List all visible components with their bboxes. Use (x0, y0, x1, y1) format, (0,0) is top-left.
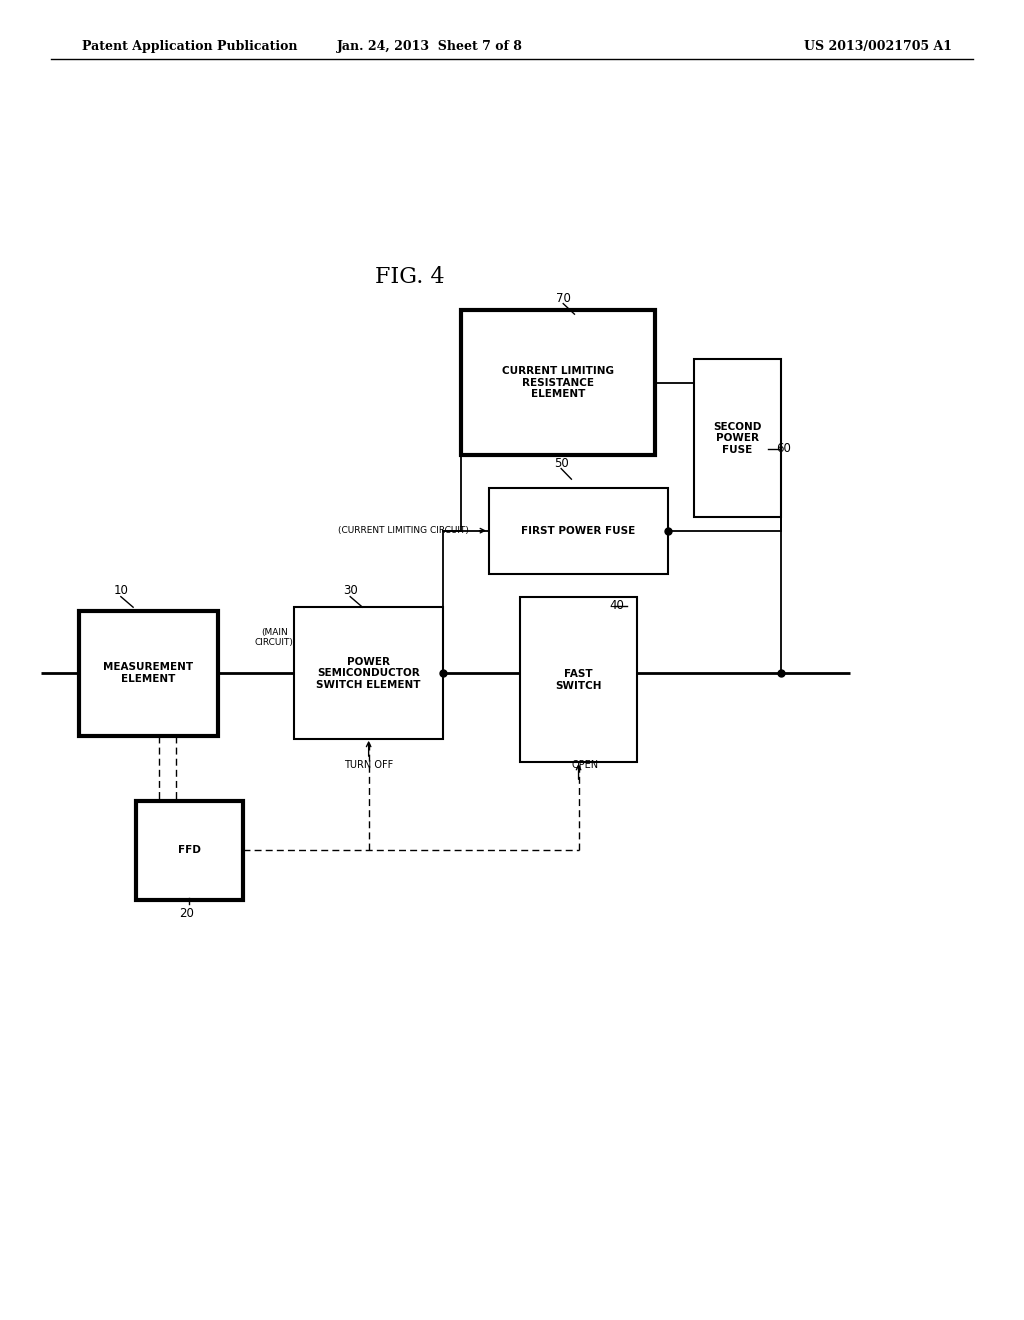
Text: 50: 50 (554, 457, 568, 470)
Text: SECOND
POWER
FUSE: SECOND POWER FUSE (713, 421, 762, 455)
FancyBboxPatch shape (79, 610, 217, 737)
FancyBboxPatch shape (295, 607, 442, 739)
FancyBboxPatch shape (519, 597, 637, 763)
Text: MEASUREMENT
ELEMENT: MEASUREMENT ELEMENT (103, 663, 194, 684)
Text: US 2013/0021705 A1: US 2013/0021705 A1 (804, 40, 952, 53)
Text: 30: 30 (343, 583, 357, 597)
Text: OPEN: OPEN (571, 760, 598, 771)
Text: Jan. 24, 2013  Sheet 7 of 8: Jan. 24, 2013 Sheet 7 of 8 (337, 40, 523, 53)
Text: (MAIN
CIRCUIT): (MAIN CIRCUIT) (255, 628, 294, 647)
FancyBboxPatch shape (135, 800, 244, 900)
Text: FIRST POWER FUSE: FIRST POWER FUSE (521, 525, 636, 536)
Text: 10: 10 (114, 583, 128, 597)
Text: 70: 70 (556, 292, 570, 305)
FancyBboxPatch shape (488, 487, 668, 573)
Text: 40: 40 (609, 599, 624, 612)
Text: 60: 60 (776, 442, 791, 455)
Text: CURRENT LIMITING
RESISTANCE
ELEMENT: CURRENT LIMITING RESISTANCE ELEMENT (502, 366, 614, 400)
FancyBboxPatch shape (461, 310, 655, 455)
Text: FAST
SWITCH: FAST SWITCH (555, 669, 602, 690)
FancyBboxPatch shape (694, 359, 780, 517)
Text: POWER
SEMICONDUCTOR
SWITCH ELEMENT: POWER SEMICONDUCTOR SWITCH ELEMENT (316, 656, 421, 690)
Text: FFD: FFD (178, 845, 201, 855)
Text: FIG. 4: FIG. 4 (375, 267, 444, 288)
Text: TURN OFF: TURN OFF (344, 760, 393, 771)
Text: Patent Application Publication: Patent Application Publication (82, 40, 297, 53)
Text: (CURRENT LIMITING CIRCUIT): (CURRENT LIMITING CIRCUIT) (338, 527, 469, 535)
Text: 20: 20 (179, 907, 194, 920)
